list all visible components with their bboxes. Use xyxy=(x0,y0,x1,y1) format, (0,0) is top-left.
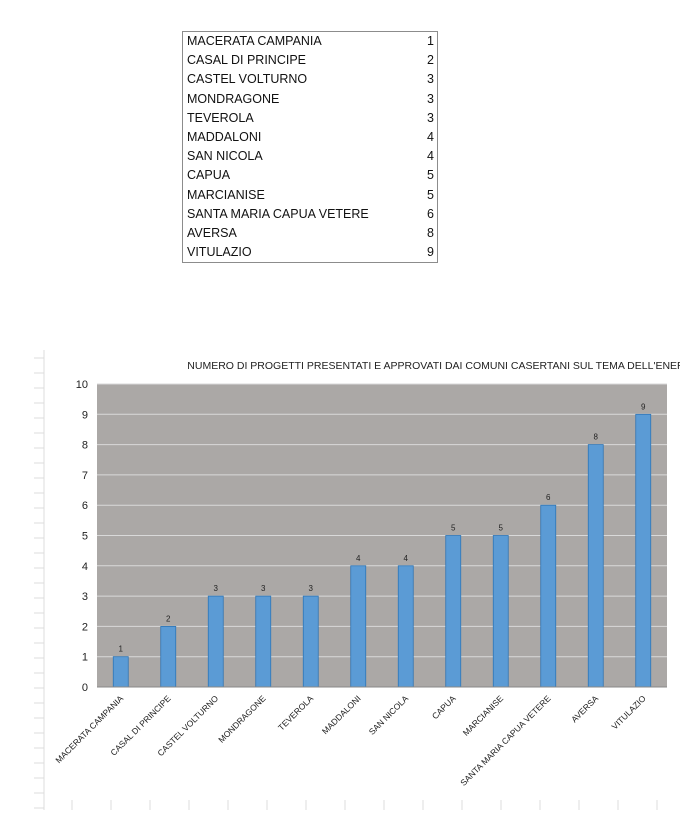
project-count: 5 xyxy=(427,168,434,183)
x-category-label: MONDRAGONE xyxy=(216,693,268,745)
bar xyxy=(112,656,129,688)
project-count: 9 xyxy=(427,245,434,260)
x-category-label: AVERSA xyxy=(569,693,600,724)
bar-data-label: 5 xyxy=(451,524,456,533)
project-count: 4 xyxy=(427,149,434,164)
x-category-label: SANTA MARIA CAPUA VETERE xyxy=(458,693,553,788)
bar-data-label: 9 xyxy=(641,402,646,411)
bar-data-label: 1 xyxy=(119,645,124,654)
y-tick-label: 10 xyxy=(76,379,88,391)
bar xyxy=(160,625,177,688)
y-tick-label: 1 xyxy=(82,652,88,664)
project-count: 3 xyxy=(427,91,434,106)
y-tick-label: 6 xyxy=(82,500,88,512)
project-count: 6 xyxy=(427,206,434,221)
y-tick-label: 3 xyxy=(82,591,88,603)
y-tick-label: 9 xyxy=(82,409,88,421)
municipality-name: VITULAZIO xyxy=(187,245,252,260)
bar xyxy=(492,535,509,688)
y-tick-label: 7 xyxy=(82,470,88,482)
data-table: MACERATA CAMPANIA 1 CASAL DI PRINCIPE 2 CAST… xyxy=(182,31,438,264)
x-category-label: MADDALONI xyxy=(320,693,363,736)
table-row: MACERATA CAMPANIA 1 xyxy=(183,32,438,52)
bar-data-label: 6 xyxy=(546,493,551,502)
y-tick-label: 4 xyxy=(82,561,88,573)
bar xyxy=(540,504,557,688)
municipality-name: SAN NICOLA xyxy=(187,149,263,164)
bar xyxy=(350,565,367,688)
table-row: MADDALONI 4 xyxy=(183,128,438,147)
bar-data-label: 3 xyxy=(309,584,314,593)
bar-data-label: 8 xyxy=(594,433,599,442)
y-tick-label: 2 xyxy=(82,621,88,633)
table-row: MONDRAGONE 3 xyxy=(183,90,438,109)
project-count: 1 xyxy=(427,34,434,48)
table-row: TEVEROLA 3 xyxy=(183,109,438,128)
project-count: 3 xyxy=(427,72,434,87)
project-count: 3 xyxy=(427,110,434,125)
table-row: VITULAZIO 9 xyxy=(183,243,438,263)
bar-data-label: 4 xyxy=(404,554,409,563)
municipality-name: CASAL DI PRINCIPE xyxy=(187,53,307,68)
y-tick-label: 5 xyxy=(82,531,88,543)
table-row: MARCIANISE 5 xyxy=(183,186,438,205)
x-category-label: TEVEROLA xyxy=(276,693,315,732)
bar xyxy=(207,595,224,688)
table-row: SAN NICOLA 4 xyxy=(183,147,438,166)
municipality-name: MARCIANISE xyxy=(187,187,265,202)
x-category-label: CAPUA xyxy=(430,693,458,721)
project-count: 4 xyxy=(427,130,434,145)
table-row: AVERSA 8 xyxy=(183,224,438,243)
municipality-name: AVERSA xyxy=(187,226,237,241)
bar-chart-svg: 0 1 2 3 4 5 6 7 8 9 10 NUMERO DI PROGETTI PRESENTAT… xyxy=(34,350,680,810)
x-category-label: VITULAZIO xyxy=(610,693,648,731)
bar-data-label: 3 xyxy=(261,584,266,593)
municipality-name: CASTEL VOLTURNO xyxy=(187,72,308,87)
bar-data-label: 5 xyxy=(499,524,504,533)
bar-data-label: 3 xyxy=(214,584,219,593)
bar-chart: 0 1 2 3 4 5 6 7 8 9 10 NUMERO DI PROGETTI PRESENTAT… xyxy=(0,340,680,817)
bar-data-label: 2 xyxy=(166,614,171,623)
bar xyxy=(445,535,462,688)
municipality-name: TEVEROLA xyxy=(187,110,254,125)
table-row: SANTA MARIA CAPUA VETERE 6 xyxy=(183,205,438,224)
chart-title: NUMERO DI PROGETTI PRESENTATI E APPROVAT… xyxy=(187,360,680,372)
bar xyxy=(397,565,414,688)
project-count: 8 xyxy=(427,226,434,241)
x-category-label: SAN NICOLA xyxy=(367,693,411,737)
bar xyxy=(302,595,319,688)
table-row: CAPUA 5 xyxy=(183,166,438,185)
bar xyxy=(587,444,604,688)
project-count: 2 xyxy=(427,53,434,68)
y-tick-label: 0 xyxy=(82,682,88,694)
municipality-name: CAPUA xyxy=(187,168,231,183)
bar xyxy=(255,595,272,688)
municipality-name: MONDRAGONE xyxy=(187,91,280,106)
x-category-label: MARCIANISE xyxy=(461,693,506,738)
table-row: CASTEL VOLTURNO 3 xyxy=(183,70,438,89)
table-row: CASAL DI PRINCIPE 2 xyxy=(183,51,438,70)
municipality-name: SANTA MARIA CAPUA VETERE xyxy=(187,206,369,221)
bar xyxy=(635,413,652,688)
municipality-name: MADDALONI xyxy=(187,130,262,145)
project-count: 5 xyxy=(427,187,434,202)
y-tick-label: 8 xyxy=(82,440,88,452)
bar-data-label: 4 xyxy=(356,554,361,563)
municipality-name: MACERATA CAMPANIA xyxy=(187,34,322,48)
